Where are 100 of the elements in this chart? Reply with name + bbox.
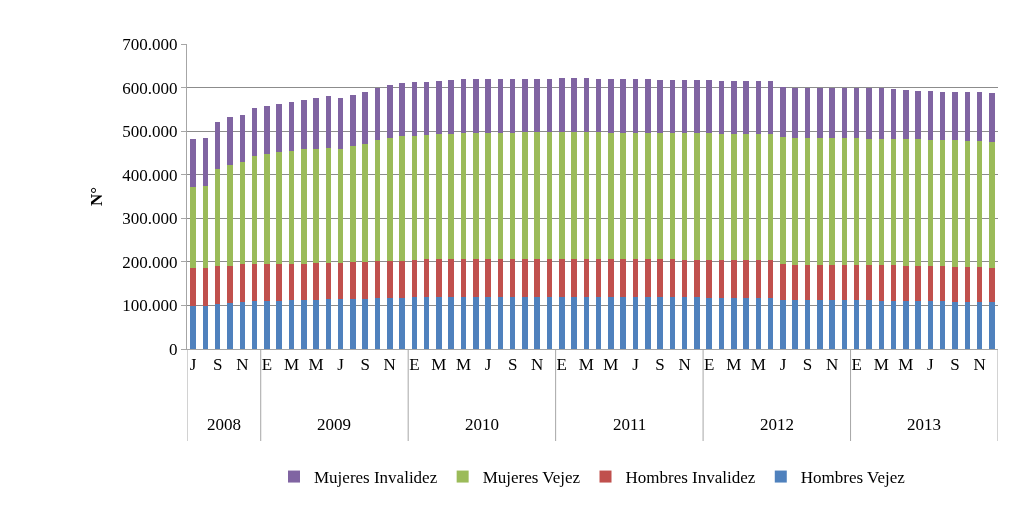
- bar: [694, 297, 700, 349]
- bar: [645, 297, 651, 349]
- x-tick-label: N: [678, 355, 691, 375]
- bar: [497, 296, 504, 349]
- bar: [632, 259, 639, 298]
- bar: [890, 300, 897, 349]
- bar: [546, 296, 553, 349]
- bar: [681, 297, 688, 349]
- x-tick-label: E: [851, 355, 862, 375]
- bar: [620, 78, 626, 133]
- bar: [239, 264, 246, 302]
- bar: [927, 91, 934, 140]
- bar: [202, 305, 209, 349]
- bar: [571, 296, 577, 349]
- bar: [952, 140, 958, 267]
- bar: [276, 104, 282, 153]
- bar: [386, 85, 393, 138]
- bar: [350, 262, 356, 299]
- bar: [952, 266, 958, 302]
- y-tick-label: 200.000: [122, 252, 178, 272]
- bar: [485, 296, 491, 349]
- bar: [927, 301, 934, 349]
- bar: [608, 79, 614, 133]
- bar: [509, 132, 516, 259]
- bar: [534, 258, 540, 297]
- x-tick-label: M: [283, 355, 300, 375]
- x-tick-label: S: [360, 355, 370, 375]
- bar: [706, 297, 712, 349]
- bar: [559, 258, 565, 297]
- y-tick-label: 400.000: [122, 165, 178, 185]
- bar: [374, 139, 381, 262]
- bar: [595, 132, 602, 259]
- bar: [620, 132, 626, 260]
- bar: [817, 138, 823, 265]
- bar: [202, 185, 209, 269]
- bar: [276, 263, 282, 301]
- text: 2012: [760, 415, 794, 434]
- x-tick-label: S: [950, 355, 960, 375]
- x-tick-label: J: [337, 355, 345, 375]
- bar: [448, 133, 454, 259]
- bar: [374, 261, 381, 299]
- bar: [362, 91, 368, 145]
- x-tick-label: M: [603, 355, 619, 375]
- bar: [300, 299, 307, 349]
- text: 2009: [317, 415, 351, 434]
- bar: [386, 260, 393, 299]
- y-tick-label: 300.000: [122, 209, 178, 229]
- bar: [300, 99, 307, 150]
- bar: [595, 258, 602, 297]
- bar: [706, 80, 712, 134]
- bar: [669, 259, 676, 298]
- x-tick-label: N: [383, 355, 396, 375]
- bar: [583, 296, 590, 349]
- x-tick-label: N: [825, 355, 839, 375]
- x-tick-label: E: [409, 355, 420, 375]
- bar: [927, 139, 934, 267]
- bar: [374, 298, 381, 349]
- bar: [559, 296, 565, 349]
- bar: [645, 79, 651, 133]
- bar: [251, 108, 258, 157]
- bar: [190, 268, 196, 306]
- bar: [694, 80, 700, 134]
- bar: [571, 258, 577, 297]
- x-tick-label: M: [455, 355, 472, 375]
- bar: [632, 297, 639, 349]
- bar: [817, 300, 823, 349]
- bar: [939, 266, 946, 302]
- bar: [853, 300, 860, 349]
- x-tick-label: J: [484, 355, 492, 375]
- bar: [411, 82, 418, 136]
- bar: [214, 304, 221, 349]
- bar: [485, 258, 491, 297]
- bar: [608, 297, 614, 349]
- bar: [313, 97, 319, 149]
- text: 2011: [613, 415, 647, 434]
- x-tick-label: M: [431, 355, 447, 375]
- bar: [841, 300, 848, 349]
- bar: [264, 301, 270, 349]
- bar: [890, 265, 897, 301]
- bar: [423, 134, 430, 260]
- bar: [546, 258, 553, 297]
- bar: [239, 301, 246, 349]
- bar: [399, 297, 405, 349]
- bar: [964, 266, 971, 302]
- x-tick-label: S: [655, 355, 665, 375]
- bar: [632, 79, 639, 133]
- bar: [546, 132, 553, 259]
- y-tick-label: 500.000: [122, 122, 178, 142]
- bar: [300, 263, 307, 300]
- bar: [448, 296, 454, 349]
- x-tick-label: M: [898, 355, 914, 375]
- bar: [608, 258, 614, 298]
- bar: [866, 138, 872, 265]
- bar: [325, 299, 332, 349]
- bar: [669, 133, 676, 260]
- bar: [669, 297, 676, 349]
- bar: [669, 80, 676, 134]
- bar: [350, 298, 356, 349]
- x-tick-label: E: [261, 355, 273, 375]
- bar: [792, 87, 799, 139]
